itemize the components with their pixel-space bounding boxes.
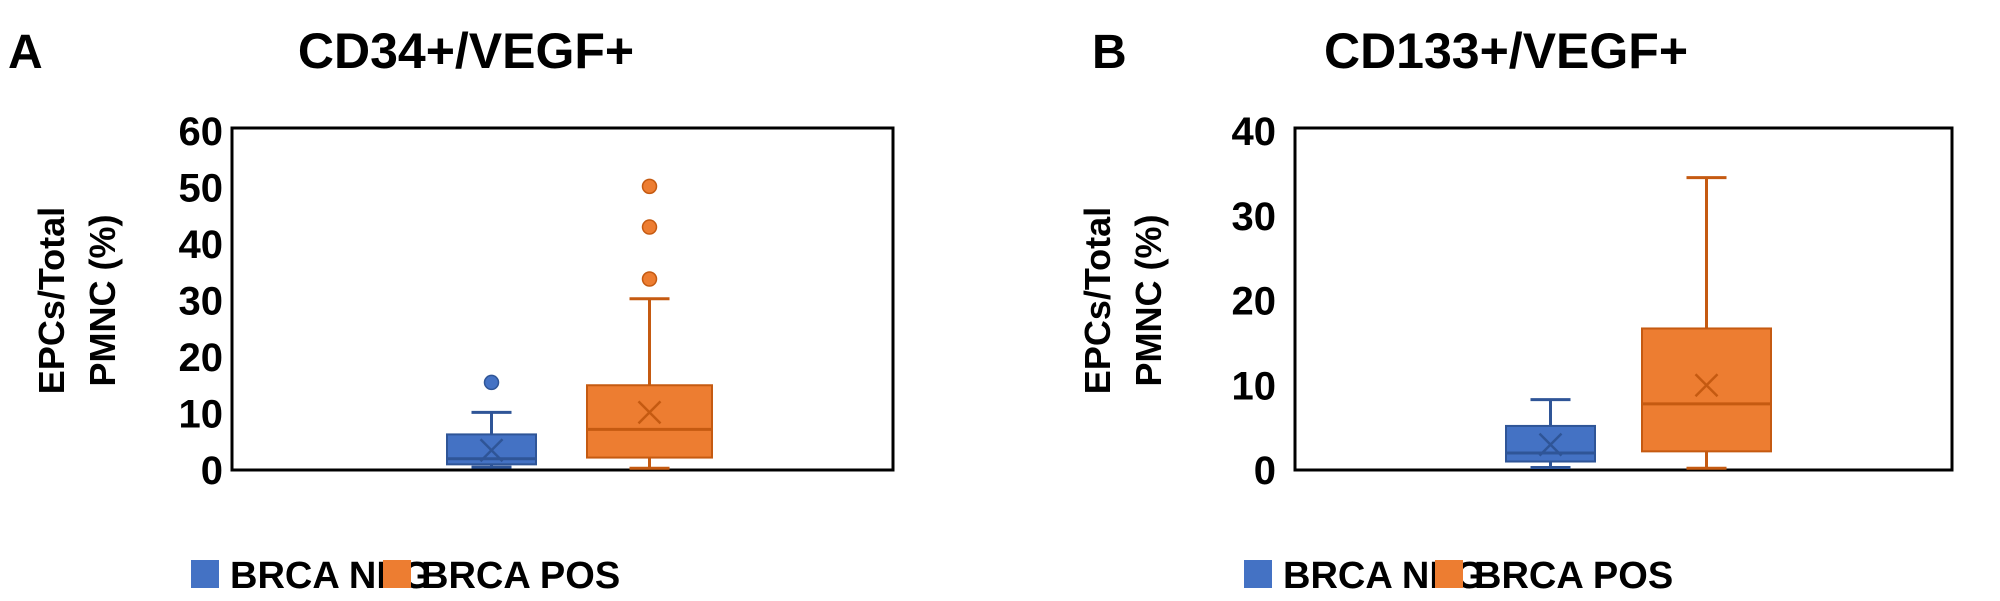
box-brca-neg	[446, 374, 537, 469]
y-tick-label: 30	[1232, 195, 1277, 239]
legend-swatch-brca-pos	[1435, 560, 1463, 588]
y-axis-label-line1: EPCs/Total	[31, 207, 72, 394]
outlier-point	[641, 219, 658, 235]
mean-marker	[637, 400, 662, 425]
y-tick-label: 10	[1232, 364, 1277, 408]
y-tick-label: 20	[1232, 280, 1277, 324]
y-tick-label: 0	[201, 449, 223, 493]
outlier-point	[483, 374, 500, 391]
y-tick-label: 10	[179, 393, 224, 437]
mean-marker	[479, 438, 504, 463]
y-tick-label: 60	[179, 110, 224, 154]
chart-panel-B: B CD133+/VEGF+ 0 10 20 30 40 EPCs/Total PMNC (%)…	[1077, 23, 1954, 597]
outlier-point	[641, 178, 658, 195]
legend-swatch-brca-pos	[383, 560, 411, 588]
box-brca-pos	[586, 178, 713, 470]
legend-swatch-brca-neg	[1244, 560, 1272, 588]
legend-label-brca-pos: BRCA POS	[1474, 555, 1673, 597]
y-tick-label: 30	[179, 280, 224, 324]
plot-frame	[230, 126, 895, 472]
plot-frame	[1293, 126, 1954, 472]
chart-title: CD34+/VEGF+	[298, 23, 634, 79]
box-brca-pos	[1641, 176, 1772, 470]
y-axis-label-line2: PMNC (%)	[1128, 215, 1169, 387]
legend-swatch-brca-neg	[191, 560, 219, 588]
y-tick-label: 0	[1254, 449, 1276, 493]
y-tick-label: 40	[1232, 110, 1277, 154]
y-tick-label: 20	[179, 336, 224, 380]
chart-panel-A: A CD34+/VEGF+ 0 10 20 30 40 50 60 EPCs/Total PMNC …	[8, 23, 895, 597]
y-tick-label: 40	[179, 223, 224, 267]
box-brca-neg	[1505, 398, 1596, 469]
y-tick-label: 50	[179, 167, 224, 211]
mean-marker	[1694, 373, 1719, 398]
mean-marker	[1538, 432, 1563, 457]
panel-label: B	[1092, 26, 1127, 79]
iqr-box	[586, 384, 713, 459]
chart-title: CD133+/VEGF+	[1324, 23, 1688, 79]
y-axis-label-line2: PMNC (%)	[82, 215, 123, 387]
legend-label-brca-pos: BRCA POS	[421, 555, 620, 597]
outlier-point	[641, 271, 658, 287]
iqr-box	[1641, 327, 1772, 453]
y-axis-label-line1: EPCs/Total	[1077, 207, 1118, 394]
panel-label: A	[8, 26, 43, 79]
